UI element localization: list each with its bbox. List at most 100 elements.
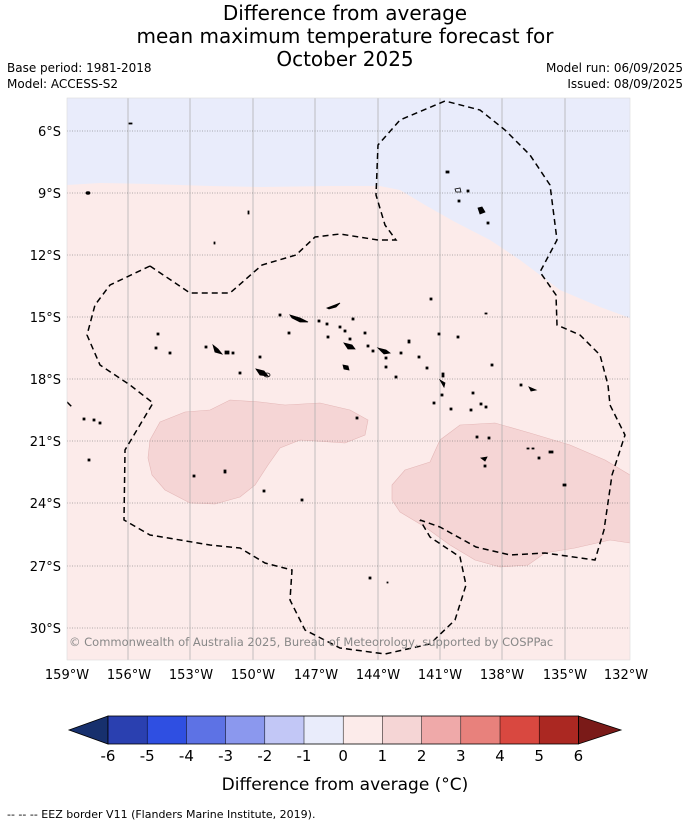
island <box>486 221 490 225</box>
island <box>156 332 160 336</box>
colorbar-tick-label: -2 <box>257 747 272 765</box>
island <box>238 371 242 375</box>
colorbar-segment <box>225 716 266 744</box>
colorbar-tick-label: -5 <box>140 747 155 765</box>
title-line-3: October 2025 <box>276 47 414 71</box>
lat-label: 12°S <box>30 249 61 264</box>
colorbar-tick-label: -1 <box>297 747 312 765</box>
colorbar-segment <box>539 716 579 744</box>
lon-label: 159°W <box>45 668 89 683</box>
island <box>432 401 436 405</box>
island <box>278 313 282 317</box>
islands <box>82 122 567 584</box>
model-name: Model: ACCESS-S2 <box>7 77 119 91</box>
colorbar-segment <box>421 716 462 744</box>
island <box>98 421 102 425</box>
island <box>355 416 359 420</box>
island <box>376 347 391 355</box>
island <box>317 319 321 323</box>
island <box>438 378 446 389</box>
island <box>325 322 329 326</box>
island <box>384 365 388 369</box>
map-plot: © Commonwealth of Australia 2025, Bureau… <box>67 98 630 660</box>
island <box>192 474 196 478</box>
colorbar-tick-label: -3 <box>218 747 233 765</box>
anomaly-one-to-two-region-west <box>147 399 369 505</box>
island <box>258 355 262 359</box>
colorbar-segment <box>108 716 148 744</box>
title-line-1: Difference from average <box>222 1 468 25</box>
island <box>537 456 541 460</box>
issued-date: Issued: 08/09/2025 <box>567 77 683 91</box>
lat-label: 9°S <box>38 187 61 202</box>
island <box>92 418 96 422</box>
island <box>326 335 330 339</box>
island <box>289 314 309 323</box>
colorbar-ticks: -6 -5 -4 -3 -2 -1 0 1 2 3 4 5 6 <box>101 747 584 765</box>
eez-footnote: -- -- -- EEZ border V11 (Flanders Marine… <box>7 808 316 821</box>
anomaly-minus-one-to-zero-region <box>67 98 630 318</box>
colorbar-segment <box>186 716 226 744</box>
base-period: Base period: 1981-2018 <box>7 61 152 75</box>
lat-label: 18°S <box>30 373 61 388</box>
lon-label: 135°W <box>543 668 587 683</box>
anomaly-one-to-two-region-east <box>391 422 630 568</box>
map-frame <box>66 97 631 661</box>
island <box>480 456 488 462</box>
island <box>255 368 269 377</box>
colorbar-segment <box>460 716 501 744</box>
lon-label: 138°W <box>480 668 524 683</box>
island <box>526 447 530 450</box>
lon-label: 141°W <box>418 668 462 683</box>
island <box>519 383 523 387</box>
colorbar-tick-label: 0 <box>338 747 348 765</box>
island <box>231 351 235 355</box>
island <box>224 350 230 355</box>
lat-label: 27°S <box>30 560 61 575</box>
island <box>223 469 227 474</box>
island <box>483 464 487 468</box>
island <box>363 331 367 335</box>
island <box>87 458 91 462</box>
island <box>475 435 479 439</box>
latitude-labels: 6°S 9°S 12°S 15°S 18°S 21°S 24°S 27°S 30… <box>30 125 61 637</box>
island <box>417 355 421 359</box>
colorbar-segment <box>147 716 187 744</box>
island <box>399 351 403 355</box>
island <box>429 297 433 301</box>
colorbar-segment <box>264 716 305 744</box>
island <box>348 337 352 341</box>
island <box>469 408 473 412</box>
meta-right: Model run: 06/09/2025 Issued: 08/09/2025 <box>546 60 683 92</box>
model-run: Model run: 06/09/2025 <box>545 61 683 75</box>
lon-label: 156°W <box>107 668 151 683</box>
eez-border-cook-islands <box>149 100 626 561</box>
island <box>82 417 86 421</box>
lat-label: 6°S <box>38 125 61 140</box>
lat-label: 21°S <box>30 435 61 450</box>
colorbar-tick-label: 5 <box>534 747 544 765</box>
island <box>407 339 411 344</box>
eez-border-west-edge <box>67 401 74 409</box>
colorbar-tick-label: 2 <box>417 747 427 765</box>
island <box>263 372 271 378</box>
island <box>562 483 567 487</box>
island <box>154 346 158 350</box>
island <box>471 391 475 395</box>
island <box>466 189 470 193</box>
colorbar-tick-label: -6 <box>101 747 116 765</box>
island <box>300 498 304 502</box>
island <box>531 447 535 450</box>
colorbar-label: Difference from average (°C) <box>222 775 469 795</box>
island <box>368 576 372 580</box>
island <box>212 343 224 355</box>
colorbar-segment <box>500 716 540 744</box>
island <box>342 364 350 371</box>
island <box>204 345 208 349</box>
island <box>487 436 491 440</box>
island <box>456 335 460 339</box>
island <box>490 363 494 367</box>
longitude-labels: 159°W 156°W 153°W 150°W 147°W 144°W 141°… <box>45 668 648 683</box>
lon-label: 144°W <box>356 668 400 683</box>
